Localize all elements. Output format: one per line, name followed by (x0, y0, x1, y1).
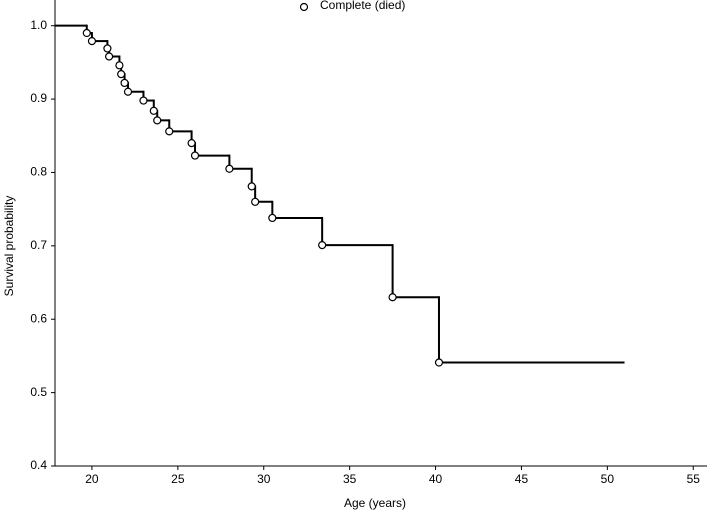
event-marker (318, 241, 327, 250)
event-marker (82, 28, 91, 38)
x-tick-label: 25 (171, 472, 185, 486)
y-tick-label: 0.8 (30, 165, 47, 179)
event-marker (268, 213, 277, 223)
x-tick-label: 40 (429, 472, 443, 486)
x-tick-label: 35 (343, 472, 357, 486)
event-marker (103, 44, 112, 53)
y-tick-label: 0.6 (30, 311, 47, 325)
x-tick-label: 55 (687, 472, 701, 486)
event-marker (434, 358, 444, 367)
event-marker (153, 116, 162, 125)
event-marker (139, 96, 148, 105)
event-marker (87, 36, 97, 46)
event-marker (388, 293, 397, 302)
x-axis-label: Age (years) (344, 496, 406, 510)
event-marker (105, 52, 114, 61)
event-marker (117, 70, 126, 79)
event-marker (149, 106, 158, 115)
y-tick-label: 0.9 (30, 91, 47, 105)
event-marker (115, 61, 124, 70)
x-tick-label: 45 (515, 472, 529, 486)
y-axis-label: Survival probability (2, 196, 16, 297)
x-tick-label: 50 (601, 472, 615, 486)
event-marker (251, 197, 260, 206)
y-tick-label: 0.7 (30, 238, 47, 252)
event-marker (120, 78, 129, 88)
x-tick-label: 30 (257, 472, 271, 486)
legend-marker (299, 2, 309, 12)
event-marker (187, 139, 196, 148)
event-marker (165, 127, 174, 136)
event-marker (123, 87, 133, 96)
legend-label: Complete (died) (320, 0, 405, 12)
event-marker (247, 182, 256, 191)
y-tick-label: 1.0 (30, 18, 47, 32)
event-marker (190, 151, 200, 160)
event-marker (225, 164, 234, 173)
x-tick-label: 20 (85, 472, 99, 486)
y-tick-label: 0.5 (30, 385, 47, 399)
y-tick-label: 0.4 (30, 458, 47, 472)
